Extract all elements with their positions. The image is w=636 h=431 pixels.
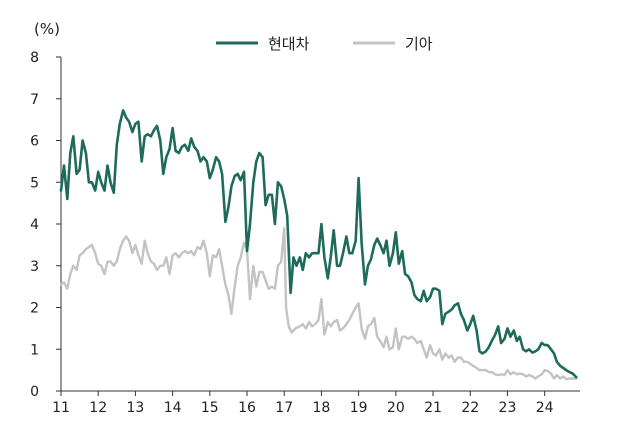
x-tick-label: 21 xyxy=(424,400,442,416)
y-tick-label: 2 xyxy=(30,301,39,317)
y-tick-label: 5 xyxy=(30,175,39,191)
y-tick-label: 3 xyxy=(30,259,39,275)
y-tick-label: 7 xyxy=(30,92,39,108)
x-tick-label: 14 xyxy=(164,400,182,416)
legend-label-hyundai: 현대차 xyxy=(268,35,310,53)
x-tick-label: 18 xyxy=(313,400,331,416)
y-tick-label: 4 xyxy=(30,217,39,233)
x-tick-label: 13 xyxy=(126,400,144,416)
series-layer xyxy=(59,109,578,381)
y-tick-label: 1 xyxy=(30,342,39,358)
x-tick-label: 11 xyxy=(52,400,70,416)
y-tick-label: 6 xyxy=(30,134,39,150)
y-tick-label: 8 xyxy=(30,50,39,66)
x-tick-label: 22 xyxy=(461,400,479,416)
series-line-hyundai xyxy=(59,109,578,379)
x-tick-label: 16 xyxy=(238,400,256,416)
x-tick-label: 20 xyxy=(387,400,405,416)
x-tick-label: 23 xyxy=(499,400,517,416)
axes xyxy=(56,56,580,396)
x-tick-label: 17 xyxy=(275,400,293,416)
x-tick-label: 12 xyxy=(89,400,107,416)
x-tick-label: 15 xyxy=(201,400,219,416)
x-tick-label: 19 xyxy=(350,400,368,416)
y-tick-label: 0 xyxy=(30,384,39,400)
legend-label-kia: 기아 xyxy=(405,35,433,53)
series-line-kia xyxy=(59,227,578,381)
x-tick-label: 24 xyxy=(536,400,554,416)
y-axis-unit-label: (%) xyxy=(34,20,60,38)
legend: 현대차 기아 xyxy=(216,35,433,53)
